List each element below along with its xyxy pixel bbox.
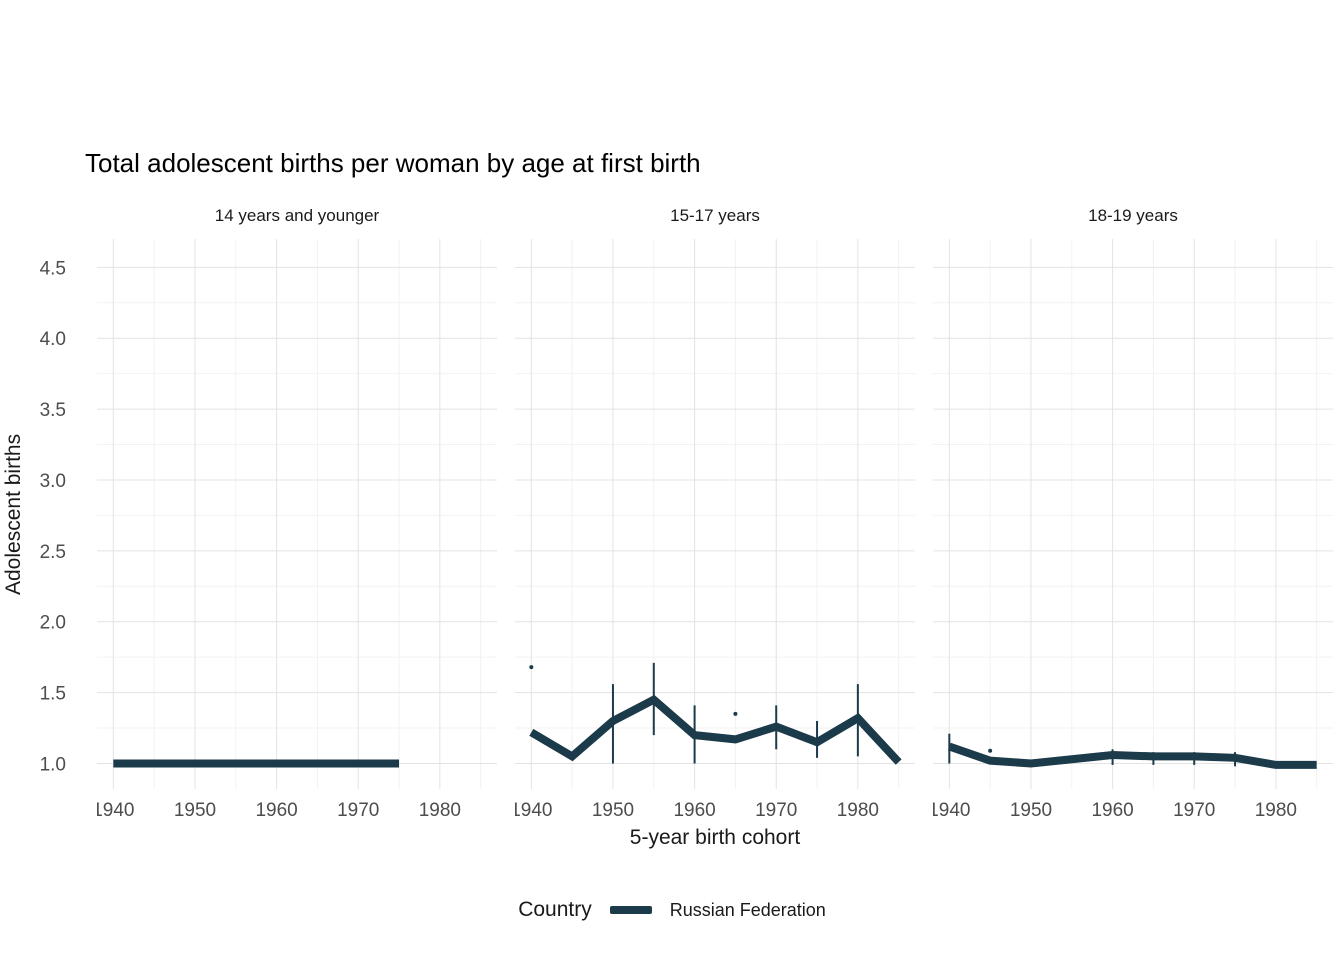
svg-text:1970: 1970 <box>755 800 797 821</box>
svg-text:1940: 1940 <box>933 800 970 821</box>
svg-text:1950: 1950 <box>1010 800 1052 821</box>
svg-text:4.0: 4.0 <box>40 329 66 350</box>
y-axis-title: Adolescent births <box>2 433 25 595</box>
svg-text:1940: 1940 <box>97 800 134 821</box>
legend-line-swatch <box>609 906 652 915</box>
svg-text:1.5: 1.5 <box>40 684 66 705</box>
facet-label-14-and-younger: 14 years and younger <box>214 206 380 226</box>
svg-text:1.0: 1.0 <box>40 755 66 776</box>
y-axis-ticks: 1.0 1.5 2.0 2.5 3.0 3.5 4.0 4.5 <box>40 259 66 776</box>
legend-title: Country <box>518 898 592 922</box>
legend-series-label: Russian Federation <box>669 899 826 920</box>
facet-label-15-17: 15-17 years <box>670 206 760 226</box>
x-axis-title: 5-year birth cohort <box>629 826 801 850</box>
svg-text:1940: 1940 <box>515 800 552 821</box>
svg-text:2.5: 2.5 <box>40 542 66 563</box>
svg-text:1970: 1970 <box>1173 800 1215 821</box>
facet-label-18-19: 18-19 years <box>1088 206 1178 226</box>
panel-15-17-years: 1940 1950 1960 1970 1980 <box>515 239 915 821</box>
legend: Country Russian Federation <box>0 898 1344 922</box>
svg-text:1980: 1980 <box>1255 800 1297 821</box>
svg-text:1980: 1980 <box>837 800 879 821</box>
svg-text:1970: 1970 <box>337 800 379 821</box>
panel-cell-1: 1940 1950 1960 1970 1980 <box>97 239 497 824</box>
svg-text:1950: 1950 <box>592 800 634 821</box>
panel-cell-2: 1940 1950 1960 1970 1980 <box>515 239 915 824</box>
svg-text:3.5: 3.5 <box>40 400 66 421</box>
svg-text:1960: 1960 <box>673 800 715 821</box>
panel-cell-3: 1940 1950 1960 1970 1980 <box>933 239 1333 824</box>
svg-text:1950: 1950 <box>174 800 216 821</box>
panel-14-years-and-younger: 1940 1950 1960 1970 1980 <box>97 239 497 821</box>
facet-strip-row: 14 years and younger 15-17 years 18-19 y… <box>0 203 1344 229</box>
chart-row: Adolescent births 1.0 1.5 2.0 2.5 3.0 3.5 4.0 4… <box>0 239 1344 824</box>
panel-18-19-years: 1940 1950 1960 1970 1980 <box>933 239 1333 821</box>
svg-text:1960: 1960 <box>1091 800 1133 821</box>
chart-page: Total adolescent births per woman by age… <box>0 148 1344 960</box>
svg-text:4.5: 4.5 <box>40 259 66 280</box>
chart-title: Total adolescent births per woman by age… <box>85 148 701 178</box>
svg-text:1980: 1980 <box>419 800 461 821</box>
y-axis-column: Adolescent births 1.0 1.5 2.0 2.5 3.0 3.5 4.0 4… <box>0 239 97 789</box>
svg-text:3.0: 3.0 <box>40 471 66 492</box>
svg-text:2.0: 2.0 <box>40 613 66 634</box>
svg-text:1960: 1960 <box>255 800 297 821</box>
